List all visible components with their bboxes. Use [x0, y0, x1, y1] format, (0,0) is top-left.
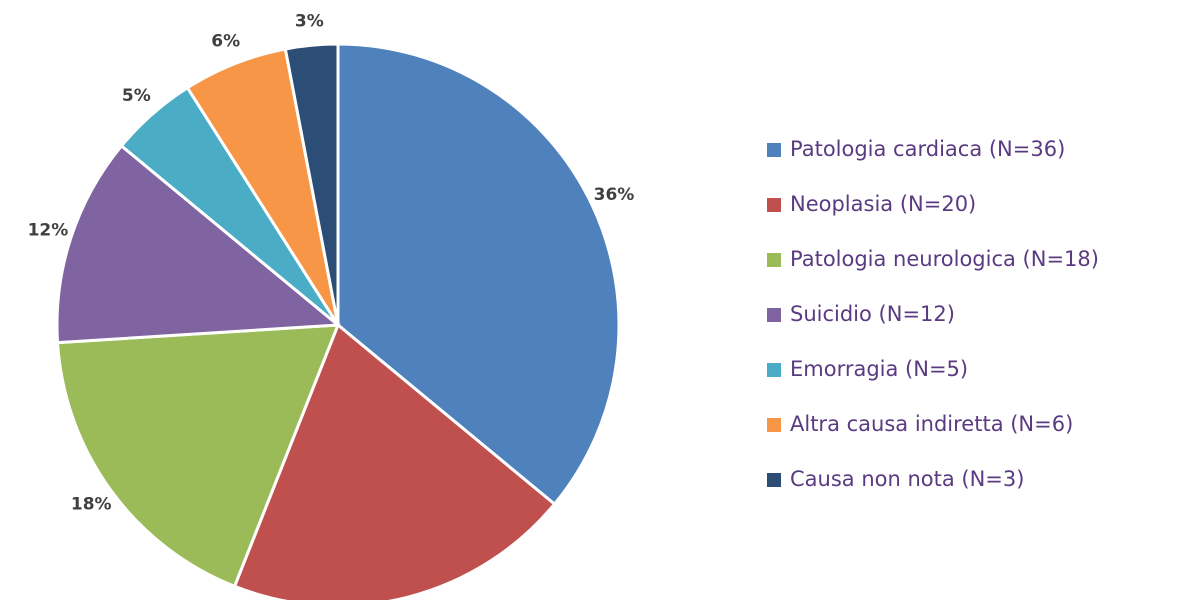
legend-label: Suicidio (N=12): [790, 302, 955, 326]
data-label: 3%: [295, 11, 324, 31]
data-label: 5%: [122, 86, 151, 106]
legend-label: Altra causa indiretta (N=6): [790, 412, 1073, 436]
legend-marker: [767, 143, 781, 157]
legend-marker: [767, 418, 781, 432]
legend-marker: [767, 363, 781, 377]
data-label: 12%: [28, 221, 69, 241]
data-label: 18%: [71, 494, 112, 514]
pie-slice: [283, 42, 340, 326]
legend-marker: [767, 473, 781, 487]
legend-label: Patologia neurologica (N=18): [790, 247, 1099, 271]
pie-slice: [336, 42, 621, 507]
pie-slice: [232, 322, 557, 600]
data-label: 36%: [594, 185, 635, 205]
legend-label: Patologia cardiaca (N=36): [790, 137, 1065, 161]
pie-slice: [55, 143, 342, 345]
legend-marker: [767, 308, 781, 322]
pie-slice: [55, 323, 341, 589]
data-label: 6%: [211, 31, 240, 51]
legend-label: Emorragia (N=5): [790, 357, 968, 381]
legend-label: Causa non nota (N=3): [790, 467, 1024, 491]
legend-label: Neoplasia (N=20): [790, 192, 976, 216]
legend-marker: [767, 253, 781, 267]
legend-marker: [767, 198, 781, 212]
